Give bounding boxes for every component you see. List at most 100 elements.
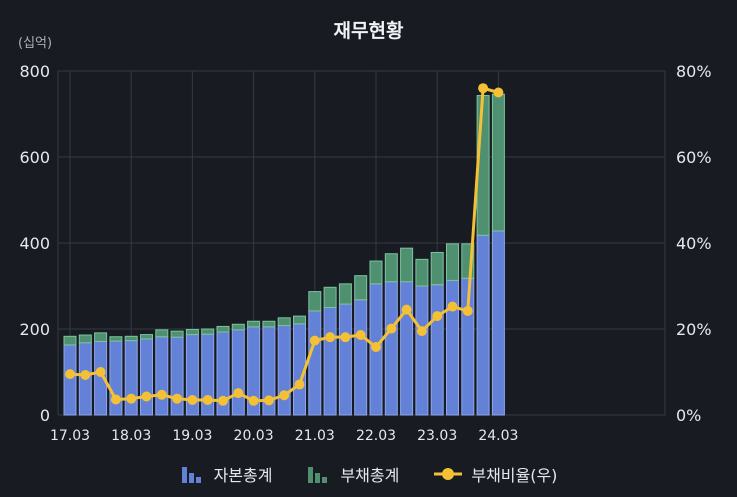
debt-bar bbox=[140, 334, 153, 340]
ratio-point bbox=[279, 390, 290, 401]
debt-bar bbox=[277, 317, 291, 327]
debt-bar bbox=[384, 253, 398, 283]
ratio-point bbox=[493, 87, 504, 98]
x-tick-label: 22.03 bbox=[356, 428, 396, 444]
ratio-point bbox=[110, 394, 121, 405]
debt-bar bbox=[231, 323, 245, 331]
y-left-tick-label: 200 bbox=[19, 320, 50, 339]
ratio-point bbox=[156, 389, 167, 400]
axis-labels: 0 0% 200 20% 400 40% 600 60% 800 80% 17.03 18.03 19.… bbox=[19, 62, 711, 444]
ratio-point bbox=[187, 394, 198, 405]
debt-bar bbox=[293, 315, 306, 325]
y-right-tick-label: 60% bbox=[676, 148, 712, 167]
ratio-point bbox=[126, 393, 137, 404]
ratio-point bbox=[65, 369, 75, 380]
x-tick-label: 24.03 bbox=[478, 428, 518, 444]
equity-bar bbox=[400, 281, 414, 416]
debt-bar bbox=[430, 251, 444, 286]
debt-bar bbox=[201, 328, 215, 335]
debt-bar bbox=[338, 283, 352, 305]
ratio-point bbox=[80, 370, 91, 381]
equity-bar bbox=[308, 310, 322, 416]
ratio-point bbox=[263, 395, 274, 406]
debt-bar bbox=[63, 335, 77, 346]
bar-series-icon bbox=[181, 467, 201, 483]
line-series-icon bbox=[434, 468, 463, 480]
bar-series-icon bbox=[308, 467, 328, 483]
debt-bar bbox=[262, 320, 276, 328]
y-right-tick-label: 80% bbox=[676, 62, 712, 81]
debt-bar bbox=[446, 243, 459, 281]
bar-series bbox=[63, 93, 505, 416]
equity-bar bbox=[476, 234, 490, 416]
equity-bar bbox=[155, 336, 169, 416]
equity-bar bbox=[277, 325, 291, 416]
debt-bar bbox=[491, 93, 505, 232]
chart-title: 재무현황 bbox=[333, 20, 404, 42]
legend-item-debt[interactable]: 부채총계 bbox=[306, 462, 399, 486]
equity-bar bbox=[354, 299, 368, 416]
chart-legend: 자본총계 부채총계 부채비율(우) bbox=[0, 462, 737, 486]
ratio-point bbox=[325, 332, 336, 343]
y-right-tick-label: 0% bbox=[676, 406, 701, 425]
legend-label-equity: 자본총계 bbox=[213, 466, 273, 485]
ratio-point bbox=[416, 326, 427, 337]
ratio-point bbox=[248, 395, 259, 406]
ratio-point bbox=[462, 305, 473, 316]
legend-item-equity[interactable]: 자본총계 bbox=[180, 462, 273, 486]
equity-bar bbox=[63, 344, 77, 416]
debt-bar bbox=[323, 286, 337, 309]
debt-bar bbox=[170, 330, 184, 338]
x-tick-label: 17.03 bbox=[50, 428, 90, 444]
equity-bar bbox=[231, 329, 245, 416]
ratio-point bbox=[386, 323, 397, 334]
ratio-point bbox=[233, 388, 244, 399]
equity-bar bbox=[491, 230, 505, 416]
equity-bar bbox=[323, 307, 337, 416]
debt-bar bbox=[415, 258, 429, 287]
ratio-point bbox=[401, 304, 412, 315]
x-tick-label: 21.03 bbox=[295, 428, 335, 444]
x-tick-label: 19.03 bbox=[172, 428, 212, 444]
equity-bar bbox=[338, 303, 352, 416]
ratio-point bbox=[432, 311, 443, 322]
y-left-tick-label: 600 bbox=[19, 148, 50, 167]
y-right-tick-label: 20% bbox=[676, 320, 712, 339]
ratio-point bbox=[202, 394, 213, 405]
debt-bar bbox=[94, 332, 108, 342]
equity-bar bbox=[415, 285, 429, 416]
ratio-point bbox=[371, 342, 381, 353]
ratio-point bbox=[218, 395, 228, 406]
ratio-point bbox=[294, 379, 305, 390]
legend-label-ratio: 부채비율(우) bbox=[471, 466, 558, 485]
legend-label-debt: 부채총계 bbox=[340, 466, 400, 485]
x-tick-label: 18.03 bbox=[111, 428, 151, 444]
ratio-point bbox=[309, 335, 320, 346]
equity-bar bbox=[430, 284, 444, 416]
debt-bar bbox=[354, 275, 368, 301]
debt-bar bbox=[247, 320, 261, 328]
ratio-point bbox=[478, 83, 489, 94]
debt-bar bbox=[185, 328, 199, 336]
equity-bar bbox=[124, 340, 138, 416]
y-left-tick-label: 0 bbox=[40, 406, 50, 425]
ratio-point bbox=[355, 330, 366, 341]
debt-bar bbox=[308, 291, 322, 312]
equity-bar bbox=[140, 338, 153, 416]
debt-bar bbox=[155, 329, 169, 338]
ratio-point bbox=[141, 391, 152, 402]
y-left-tick-label: 800 bbox=[19, 62, 50, 81]
y-axis-unit-label: (십억) bbox=[18, 36, 53, 51]
debt-bar bbox=[124, 335, 138, 342]
legend-item-ratio[interactable]: 부채비율(우) bbox=[433, 462, 557, 486]
ratio-point bbox=[95, 367, 106, 377]
debt-bar bbox=[78, 334, 92, 344]
ratio-point bbox=[172, 393, 183, 404]
y-left-tick-label: 400 bbox=[19, 234, 50, 253]
debt-bar bbox=[400, 247, 414, 283]
debt-bar bbox=[216, 325, 230, 333]
debt-bar bbox=[109, 336, 123, 342]
equity-bar bbox=[446, 279, 459, 416]
debt-bar bbox=[369, 260, 383, 285]
